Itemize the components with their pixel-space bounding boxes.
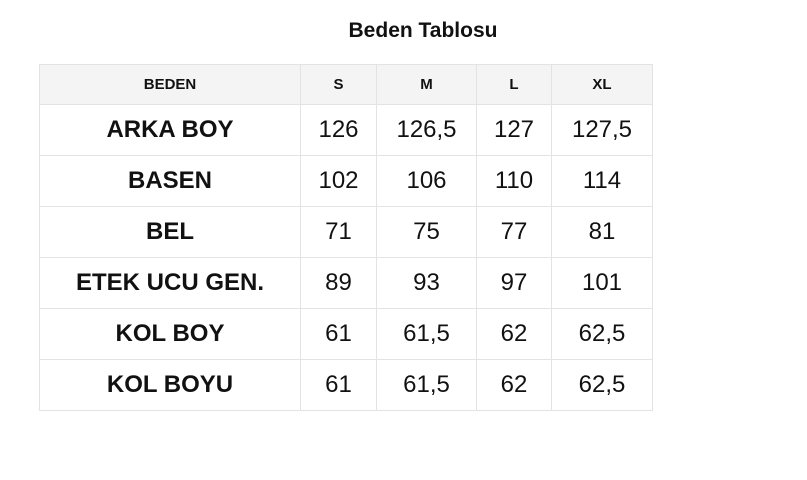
table-cell: 81	[551, 206, 653, 258]
table-cell: 89	[300, 257, 377, 309]
table-row: KOL BOY 61 61,5 62 62,5	[39, 308, 653, 360]
column-header: BEDEN	[39, 64, 301, 105]
table-cell: 62	[476, 359, 552, 411]
table-cell: 106	[376, 155, 477, 207]
table-cell: 126	[300, 104, 377, 156]
table-row: ARKA BOY 126 126,5 127 127,5	[39, 104, 653, 156]
table-row: ETEK UCU GEN. 89 93 97 101	[39, 257, 653, 309]
table-cell: 97	[476, 257, 552, 309]
table-cell: 101	[551, 257, 653, 309]
table-row: BEL 71 75 77 81	[39, 206, 653, 258]
table-cell: 71	[300, 206, 377, 258]
table-cell: 62	[476, 308, 552, 360]
table-cell: 61	[300, 308, 377, 360]
row-label: BASEN	[39, 155, 301, 207]
table-cell: 77	[476, 206, 552, 258]
table-cell: 127	[476, 104, 552, 156]
column-header: S	[300, 64, 377, 105]
row-label: BEL	[39, 206, 301, 258]
row-label: KOL BOYU	[39, 359, 301, 411]
table-cell: 102	[300, 155, 377, 207]
table-cell: 75	[376, 206, 477, 258]
table-cell: 61	[300, 359, 377, 411]
table-cell: 126,5	[376, 104, 477, 156]
row-label: ETEK UCU GEN.	[39, 257, 301, 309]
table-cell: 110	[476, 155, 552, 207]
column-header: L	[476, 64, 552, 105]
row-label: KOL BOY	[39, 308, 301, 360]
table-row: KOL BOYU 61 61,5 62 62,5	[39, 359, 653, 411]
column-header: XL	[551, 64, 653, 105]
table-cell: 93	[376, 257, 477, 309]
table-cell: 127,5	[551, 104, 653, 156]
table-row: BASEN 102 106 110 114	[39, 155, 653, 207]
row-label: ARKA BOY	[39, 104, 301, 156]
size-table: BEDEN S M L XL ARKA BOY 126 126,5 127 127,5 BASEN…	[39, 64, 653, 411]
column-header: M	[376, 64, 477, 105]
table-cell: 61,5	[376, 308, 477, 360]
table-cell: 62,5	[551, 308, 653, 360]
table-header-row: BEDEN S M L XL	[39, 64, 653, 105]
table-cell: 114	[551, 155, 653, 207]
table-cell: 62,5	[551, 359, 653, 411]
page-title: Beden Tablosu	[348, 19, 498, 42]
table-cell: 61,5	[376, 359, 477, 411]
